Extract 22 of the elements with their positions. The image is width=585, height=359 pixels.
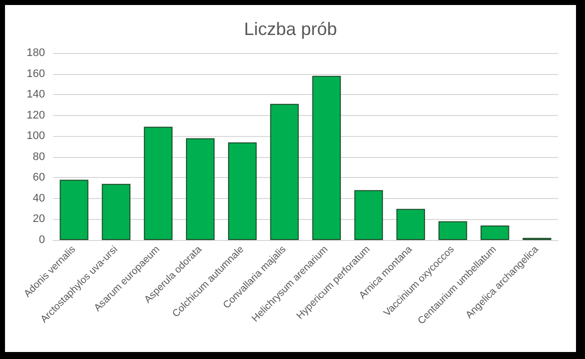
bar — [438, 221, 468, 240]
bar — [480, 225, 510, 240]
y-tick-label: 40 — [32, 192, 45, 204]
y-tick-label: 20 — [32, 213, 45, 226]
chart-title: Liczba prób — [244, 19, 338, 39]
bar — [354, 190, 383, 240]
y-tick-label: 0 — [38, 234, 45, 246]
bar — [60, 180, 88, 240]
y-tick-label: 120 — [26, 109, 45, 122]
bar — [144, 126, 173, 240]
y-tick-label: 140 — [26, 88, 45, 101]
y-tick-label: 100 — [26, 130, 45, 142]
bar — [102, 184, 130, 240]
y-tick-label: 80 — [32, 150, 45, 163]
bar — [186, 138, 215, 240]
y-tick-label: 160 — [26, 68, 45, 80]
bar — [270, 104, 299, 240]
bar — [312, 76, 341, 240]
y-tick-label: 60 — [32, 172, 45, 184]
y-tick-label: 180 — [26, 47, 45, 59]
bar — [228, 142, 257, 240]
bar — [396, 208, 426, 240]
